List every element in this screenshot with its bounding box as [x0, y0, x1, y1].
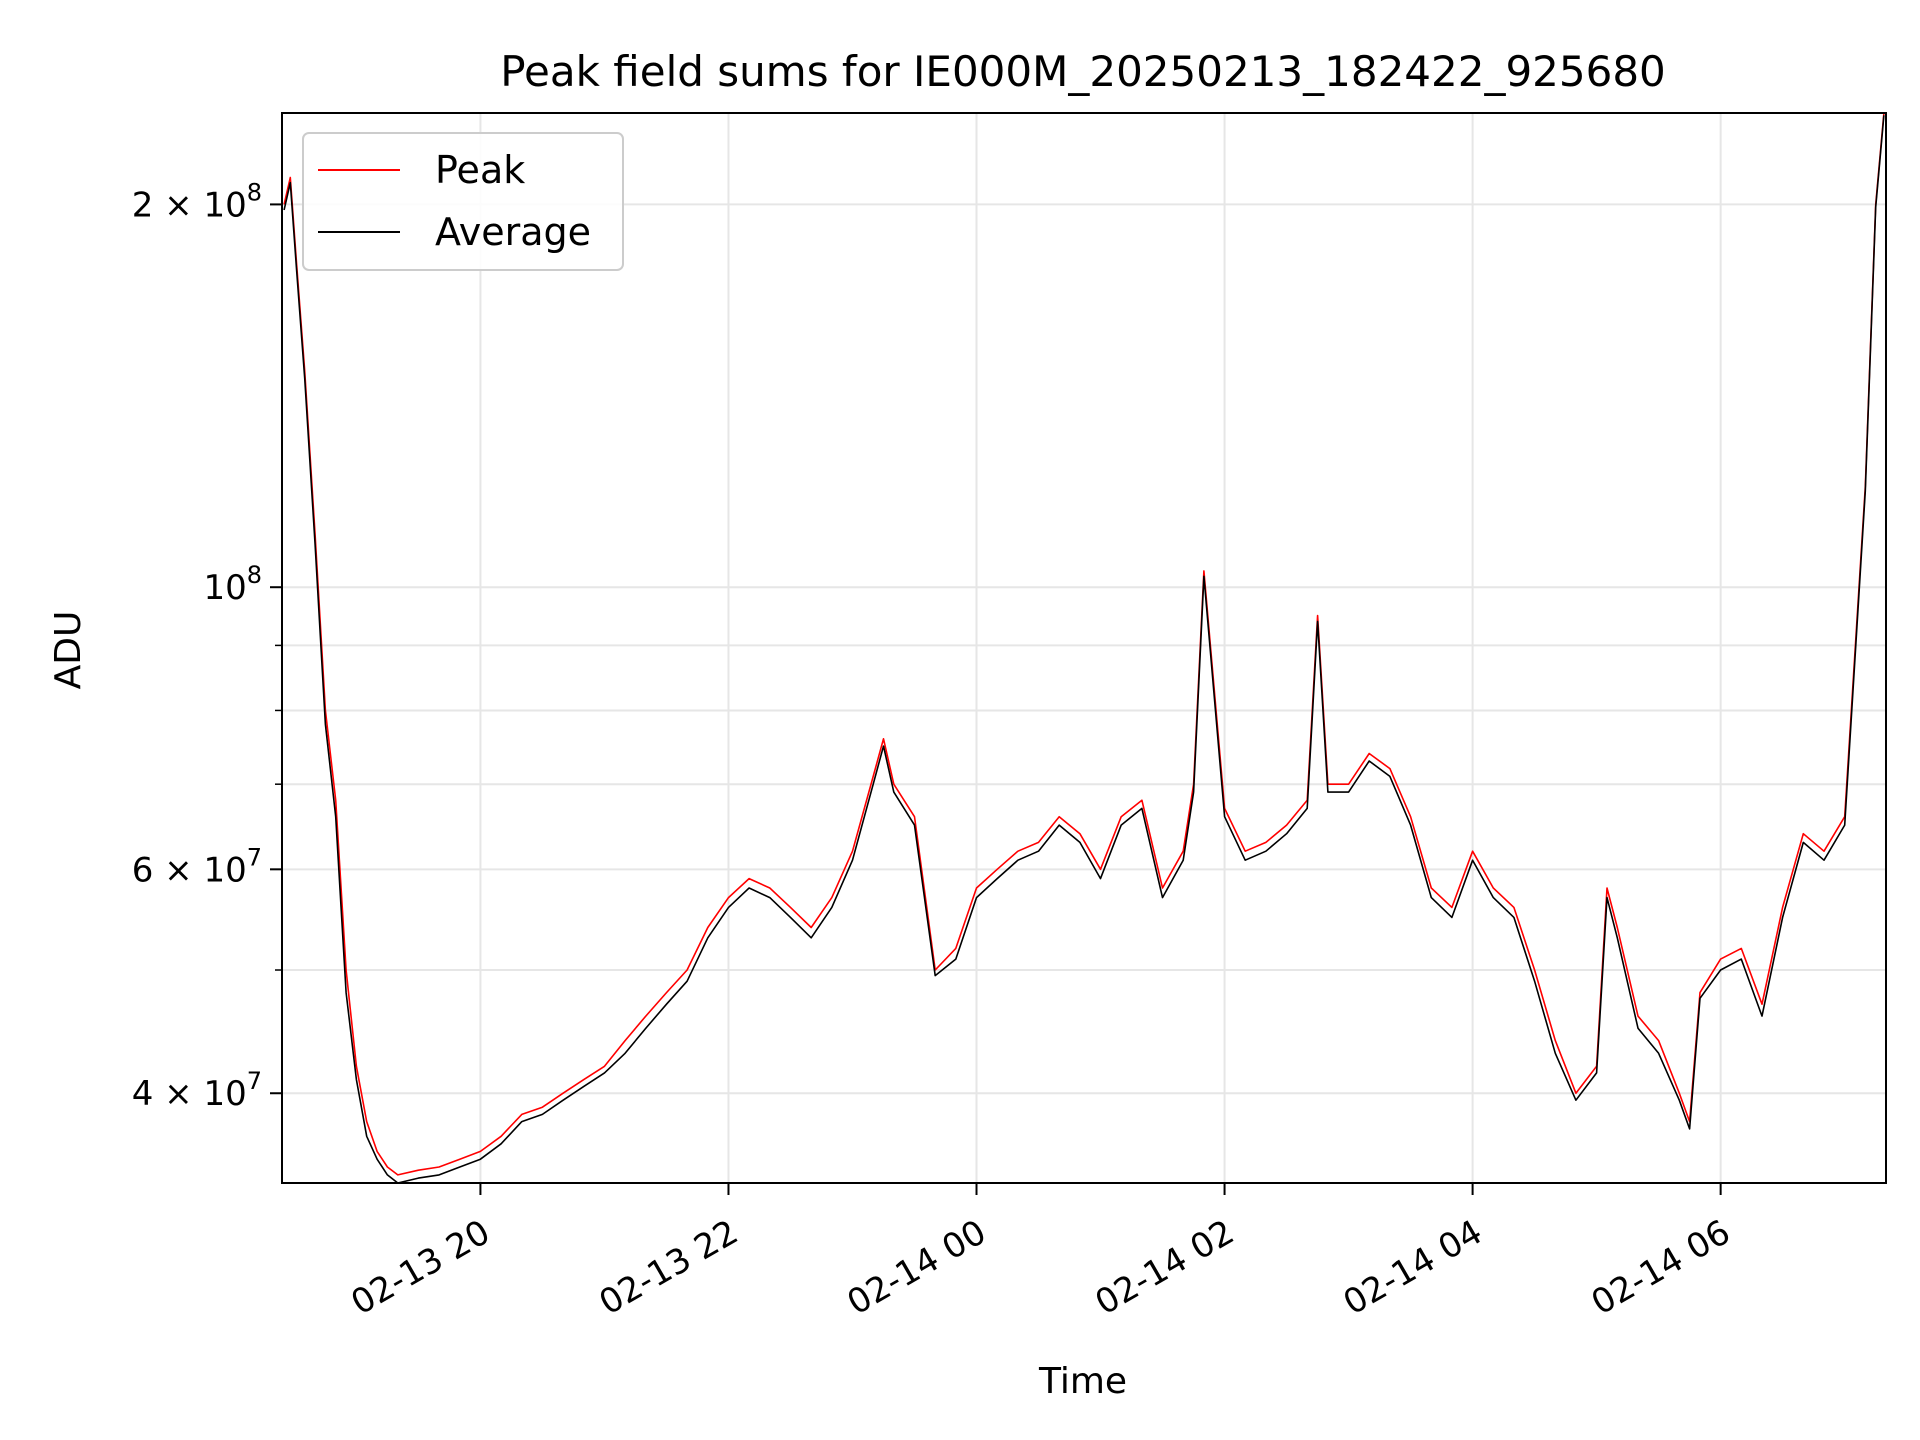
y-tick-exponent: 7 — [247, 843, 262, 871]
plot-frame — [281, 112, 1887, 1184]
series-layer — [283, 113, 1885, 1183]
chart-title: Peak field sums for IE000M_20250213_1824… — [500, 47, 1666, 96]
x-axis-label: Time — [1038, 1361, 1127, 1402]
y-tick-exponent: 8 — [247, 178, 262, 206]
y-tick-label: 4 × 107 — [132, 1067, 262, 1114]
y-tick-exponent: 7 — [247, 1067, 262, 1095]
series-line-peak — [283, 113, 1885, 1176]
legend: Peak Average — [302, 132, 624, 271]
legend-label-average: Average — [435, 210, 591, 254]
series-line-average — [283, 115, 1885, 1183]
y-axis: 4 × 107 6 × 107 108 2 × 108 — [132, 178, 282, 1114]
y-tick-exponent: 8 — [247, 561, 262, 589]
legend-box — [302, 132, 624, 271]
y-tick-label: 2 × 108 — [132, 178, 262, 225]
y-tick-label: 108 — [203, 561, 262, 608]
y-axis-label: ADU — [48, 611, 89, 690]
legend-label-peak: Peak — [435, 148, 525, 192]
y-tick-label: 6 × 107 — [132, 843, 262, 890]
grid — [282, 113, 1886, 1183]
